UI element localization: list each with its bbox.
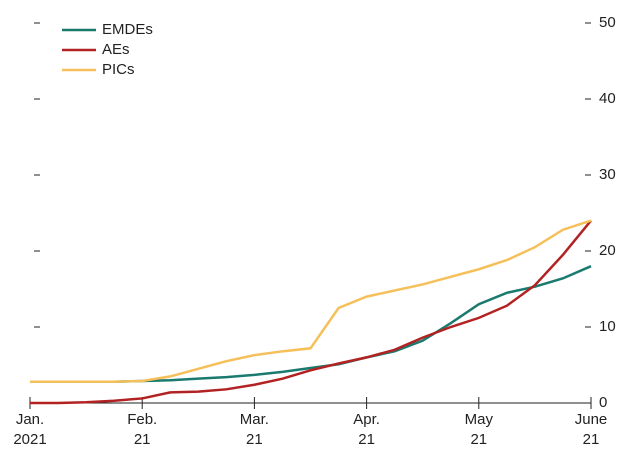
series-line [30,219,592,405]
series-line [30,265,592,383]
x-tick-label: Jan. [16,411,44,428]
x-tick-label: 21 [246,431,263,448]
y-tick-label: 50 [599,14,616,31]
x-tick-label: 21 [583,431,600,448]
x-tick-label: June [575,411,608,428]
x-tick-label: 21 [358,431,375,448]
legend-label: AEs [102,41,130,58]
x-tick-label: 21 [134,431,151,448]
x-tick-label: Apr. [353,411,380,428]
series-line [30,219,592,383]
x-tick-label: May [465,411,494,428]
x-tick-label: 21 [470,431,487,448]
x-tick-label: 2021 [13,431,46,448]
x-tick-label: Mar. [240,411,269,428]
x-tick-label: Feb. [127,411,157,428]
y-tick-label: 20 [599,242,616,259]
legend-label: PICs [102,61,135,78]
y-tick-label: 10 [599,318,616,335]
y-tick-label: 0 [599,394,607,411]
y-tick-label: 40 [599,90,616,107]
y-tick-label: 30 [599,166,616,183]
legend-label: EMDEs [102,21,153,38]
